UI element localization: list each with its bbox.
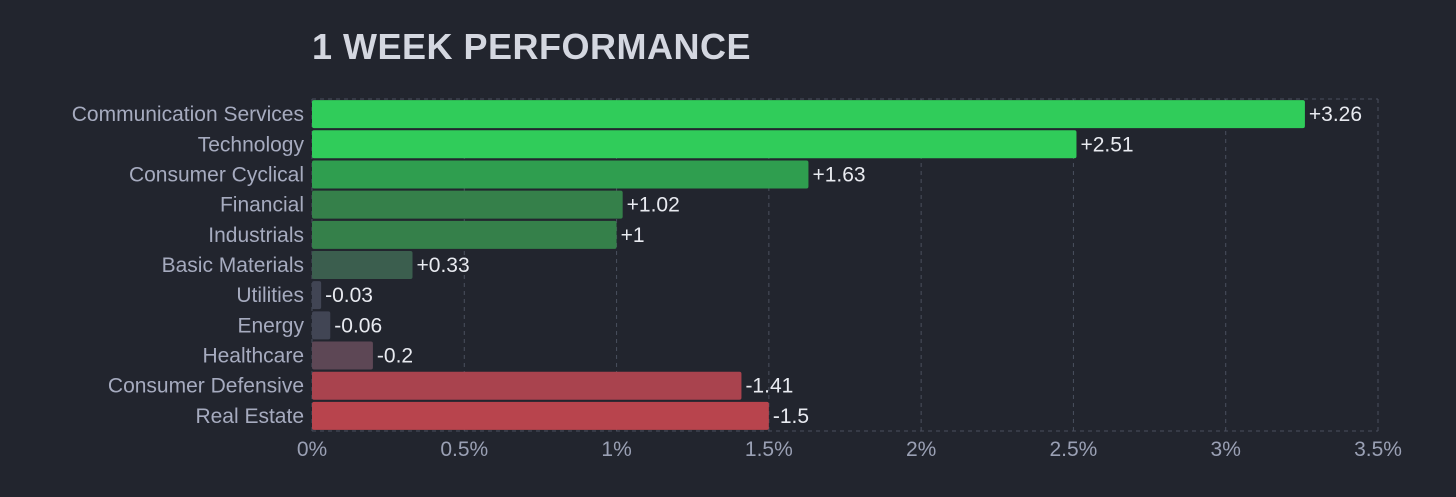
x-tick-label: 2% bbox=[906, 438, 936, 461]
value-label: +3.26 bbox=[1309, 103, 1362, 126]
bar bbox=[312, 251, 413, 279]
bar bbox=[312, 220, 617, 249]
category-label: Industrials bbox=[208, 224, 304, 247]
value-label: +1.63 bbox=[812, 163, 865, 186]
x-tick-label: 1.5% bbox=[745, 438, 793, 461]
category-label: Real Estate bbox=[195, 405, 304, 428]
category-label: Consumer Cyclical bbox=[129, 163, 304, 186]
bar bbox=[312, 311, 331, 340]
category-label: Utilities bbox=[236, 284, 304, 307]
category-label: Communication Services bbox=[72, 103, 304, 126]
value-label: +1 bbox=[621, 224, 645, 247]
bar bbox=[312, 130, 1077, 159]
category-label: Financial bbox=[220, 194, 304, 217]
bar bbox=[312, 160, 809, 189]
value-label: -0.06 bbox=[334, 314, 382, 337]
x-tick-label: 2.5% bbox=[1049, 438, 1097, 461]
value-label: -0.03 bbox=[325, 284, 373, 307]
bar bbox=[312, 401, 769, 430]
x-tick-label: 1% bbox=[601, 438, 631, 461]
value-label: -0.2 bbox=[377, 345, 413, 368]
category-label: Energy bbox=[237, 314, 304, 337]
value-label: +2.51 bbox=[1080, 133, 1133, 156]
chart-title: 1 WEEK PERFORMANCE bbox=[312, 26, 752, 67]
bar bbox=[312, 371, 742, 400]
value-label: +0.33 bbox=[417, 254, 470, 277]
bar bbox=[312, 190, 623, 219]
category-label: Consumer Defensive bbox=[108, 375, 304, 398]
x-tick-label: 3% bbox=[1211, 438, 1241, 461]
value-label: +1.02 bbox=[627, 194, 680, 217]
bar bbox=[312, 341, 373, 370]
x-tick-label: 0.5% bbox=[440, 438, 488, 461]
category-label: Technology bbox=[198, 133, 305, 156]
x-tick-label: 3.5% bbox=[1354, 438, 1402, 461]
category-label: Healthcare bbox=[202, 345, 304, 368]
x-tick-label: 0% bbox=[297, 438, 327, 461]
grid-layer bbox=[311, 98, 1379, 432]
value-label: -1.5 bbox=[773, 405, 809, 428]
bar bbox=[312, 100, 1305, 129]
tick-layer: 0% 0.5% 1% 1.5% 2% 2.5% 3% 3.5% bbox=[297, 438, 1402, 461]
value-label: -1.41 bbox=[745, 375, 793, 398]
bar bbox=[312, 281, 322, 310]
label-layer: Communication Services +3.26 Technology +2.… bbox=[72, 103, 1362, 428]
category-label: Basic Materials bbox=[162, 254, 304, 277]
bar-layer bbox=[312, 100, 1305, 430]
